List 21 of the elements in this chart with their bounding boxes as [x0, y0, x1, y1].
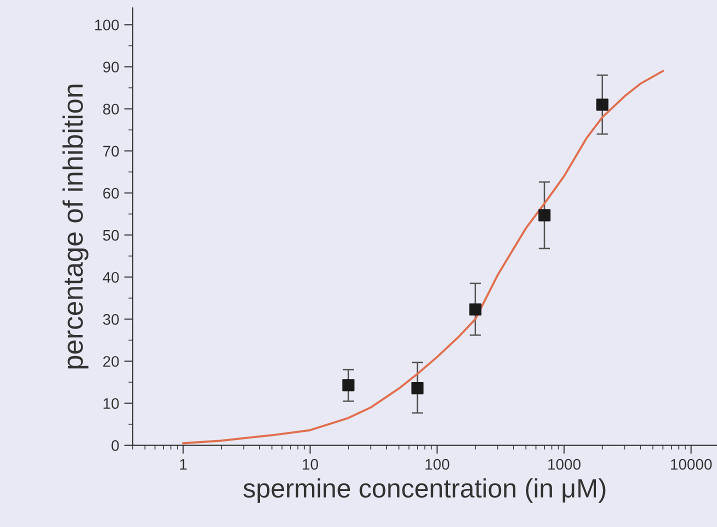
- x-tick-label: 10000: [671, 458, 712, 470]
- x-tick-label: 10: [302, 458, 318, 470]
- y-tick-label: 70: [103, 146, 119, 157]
- y-tick-label: 40: [102, 272, 119, 283]
- y-tick-label: 100: [95, 20, 119, 30]
- y-tick-label: 80: [103, 104, 119, 115]
- point: [469, 303, 482, 316]
- point: [342, 379, 354, 392]
- y-tick-label: 0: [112, 440, 119, 451]
- y-tick-label: 20: [103, 356, 119, 367]
- x-axis-title: spermine concentration (in μM): [243, 478, 606, 503]
- x-tick-label: 100: [426, 458, 450, 470]
- y-tick-label: 50: [103, 230, 119, 241]
- y-tick-label: 30: [103, 314, 119, 325]
- y-tick-label: 90: [103, 62, 119, 72]
- y-tick-label: 60: [103, 188, 119, 199]
- x-tick-label: 1000: [548, 458, 580, 470]
- point: [596, 98, 608, 111]
- x-tick-label: 1: [180, 459, 187, 470]
- y-tick-label: 10: [104, 398, 119, 409]
- y-axis-title: percentage of inhibition: [62, 84, 88, 368]
